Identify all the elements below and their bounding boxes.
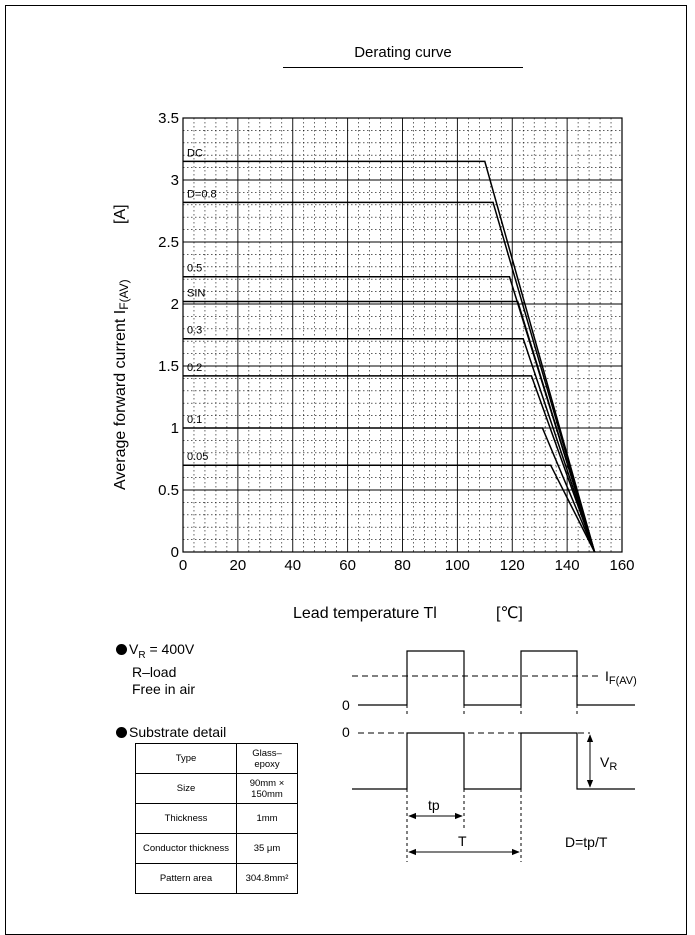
substrate-label: Size bbox=[135, 773, 237, 804]
x-tick-label: 100 bbox=[445, 557, 470, 574]
series-label-0.05: 0.05 bbox=[187, 451, 208, 463]
vr-condition: VR = 400V bbox=[116, 641, 195, 664]
x-tick-label: 60 bbox=[339, 557, 356, 574]
x-tick-label: 160 bbox=[609, 557, 634, 574]
plot-area-border bbox=[182, 117, 623, 553]
series-line-0.3 bbox=[183, 337, 596, 553]
series-label-D=0.8: D=0.8 bbox=[187, 188, 217, 200]
y-tick-label: 3.5 bbox=[158, 110, 179, 127]
tp-label: tp bbox=[428, 797, 440, 813]
derating-chart: 0 20 40 60 80 100 120 140 160 0 0.5 1 1.5 2 2.5 3 3.5 DC… bbox=[112, 110, 635, 622]
substrate-value: 304.8mm² bbox=[236, 863, 298, 894]
substrate-value: 1mm bbox=[236, 803, 298, 834]
air-condition: Free in air bbox=[132, 680, 196, 697]
series-line-0.1 bbox=[183, 427, 596, 553]
load-condition: R–load bbox=[132, 663, 177, 680]
chart-axes bbox=[182, 117, 623, 553]
bullet-icon bbox=[116, 727, 127, 738]
substrate-value: 35 μm bbox=[236, 833, 298, 864]
conditions-block: VR = 400V R–load Free in air bbox=[116, 641, 195, 698]
y-axis-label-group: Average forward current IF(AV) [A] bbox=[112, 204, 131, 490]
period-label: T bbox=[458, 833, 467, 849]
series-label-0.5: 0.5 bbox=[187, 263, 202, 275]
y-tick-label: 1.5 bbox=[158, 358, 179, 375]
bullet-icon bbox=[116, 644, 127, 655]
substrate-label: Type bbox=[135, 743, 237, 774]
x-axis-unit: [℃] bbox=[496, 605, 523, 622]
title-underline bbox=[283, 67, 523, 68]
page-title: Derating curve bbox=[354, 44, 452, 61]
voltage-waveform bbox=[352, 732, 635, 790]
table-row: Thickness 1mm bbox=[135, 803, 298, 834]
series-line-SIN bbox=[183, 300, 596, 553]
substrate-label: Conductor thickness bbox=[135, 833, 237, 864]
x-tick-label: 40 bbox=[284, 557, 301, 574]
y-axis-unit: [A] bbox=[112, 204, 129, 224]
x-axis-label: Lead temperature Tl bbox=[293, 605, 437, 622]
waveform-diagram: 0 IF(AV) 0 VR tp T D=tp/T bbox=[342, 650, 637, 862]
chart-ticks: 0 20 40 60 80 100 120 140 160 0 0.5 1 1.5 2 2.5 3 3.5 bbox=[158, 110, 634, 574]
x-tick-label: 120 bbox=[500, 557, 525, 574]
table-row: Pattern area 304.8mm² bbox=[135, 863, 298, 894]
x-tick-label: 80 bbox=[394, 557, 411, 574]
zero-label-top: 0 bbox=[342, 697, 350, 713]
y-axis-label-sub: F(AV) bbox=[117, 279, 131, 309]
table-row: Type Glass–epoxy bbox=[135, 743, 298, 774]
series-label-0.2: 0.2 bbox=[187, 362, 202, 374]
series-line-DC bbox=[183, 160, 596, 553]
zero-label-bottom: 0 bbox=[342, 724, 350, 740]
chart-grid bbox=[182, 117, 623, 553]
y-axis-label: Average forward current I bbox=[112, 310, 129, 490]
chart-series bbox=[183, 160, 596, 553]
series-label-DC: DC bbox=[187, 147, 203, 159]
svg-text:Average forward current IF(AV: Average forward current IF(AV) bbox=[112, 279, 131, 490]
series-line-D=0.8 bbox=[183, 201, 596, 553]
duty-label: D=tp/T bbox=[565, 834, 608, 850]
x-tick-label: 20 bbox=[230, 557, 247, 574]
substrate-value: 90mm × 150mm bbox=[236, 773, 298, 804]
series-label-0.1: 0.1 bbox=[187, 414, 202, 426]
y-tick-label: 1 bbox=[171, 420, 179, 437]
y-tick-label: 0 bbox=[171, 544, 179, 561]
x-tick-label: 140 bbox=[555, 557, 580, 574]
y-tick-label: 2.5 bbox=[158, 234, 179, 251]
series-label-SIN: SIN bbox=[187, 288, 205, 300]
y-tick-label: 3 bbox=[171, 172, 179, 189]
table-row: Size 90mm × 150mm bbox=[135, 773, 298, 804]
chart-series-labels: DC D=0.8 0.5 SIN 0.3 0.2 0.1 0.05 bbox=[187, 147, 217, 463]
if-label: IF(AV) bbox=[605, 668, 637, 687]
substrate-heading: Substrate detail bbox=[116, 724, 226, 741]
x-tick-label: 0 bbox=[179, 557, 187, 574]
y-tick-label: 0.5 bbox=[158, 482, 179, 499]
substrate-table: Type Glass–epoxy Size 90mm × 150mm Thickness… bbox=[135, 743, 298, 894]
substrate-label: Thickness bbox=[135, 803, 237, 834]
vr-label: VR bbox=[600, 754, 617, 773]
series-line-0.5 bbox=[183, 275, 596, 553]
series-line-0.05 bbox=[183, 464, 596, 553]
current-waveform bbox=[358, 650, 635, 706]
table-row: Conductor thickness 35 μm bbox=[135, 833, 298, 864]
series-line-0.2 bbox=[183, 375, 596, 553]
substrate-value: Glass–epoxy bbox=[236, 743, 298, 774]
substrate-label: Pattern area bbox=[135, 863, 237, 894]
series-label-0.3: 0.3 bbox=[187, 325, 202, 337]
y-tick-label: 2 bbox=[171, 296, 179, 313]
